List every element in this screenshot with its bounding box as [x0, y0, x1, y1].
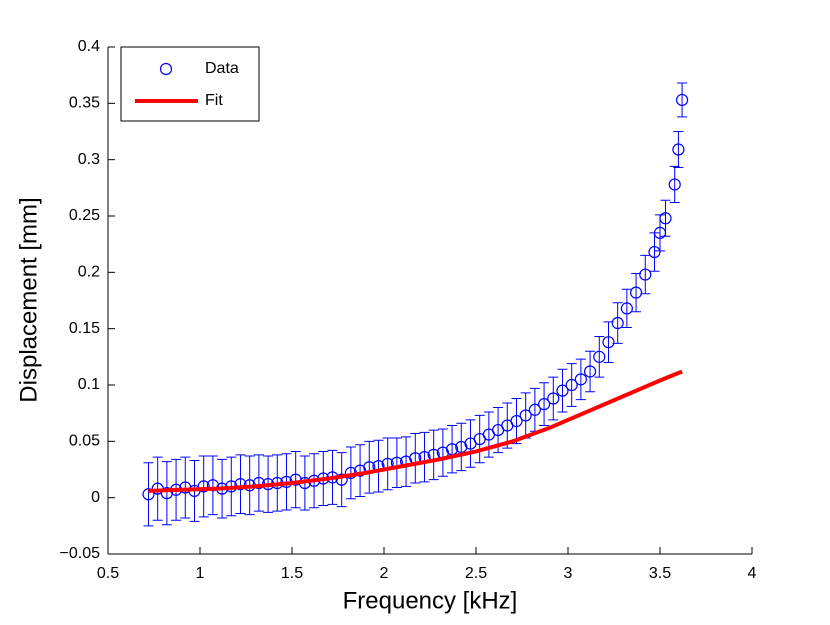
y-tick-label: 0: [91, 489, 100, 506]
error-bar: [621, 288, 632, 329]
y-tick-label: 0.3: [78, 151, 100, 168]
y-tick-label: 0.2: [78, 264, 100, 281]
data-point: [620, 302, 633, 315]
error-bar: [585, 350, 596, 393]
data-point: [556, 384, 569, 397]
error-bar: [673, 131, 684, 169]
error-bar: [437, 428, 448, 477]
data-point: [668, 178, 681, 191]
y-tick-label: 0.1: [78, 376, 100, 393]
legend-marker: [159, 62, 173, 76]
data-point: [519, 409, 532, 422]
error-bar: [235, 454, 246, 514]
error-bar: [660, 199, 671, 237]
data-point: [252, 476, 265, 490]
error-bar: [364, 440, 375, 494]
data-point: [565, 378, 578, 392]
x-tick-label: 1: [196, 565, 205, 582]
x-tick-label: 2.5: [465, 565, 487, 582]
x-tick-label: 1.5: [281, 565, 303, 582]
error-bar: [529, 387, 540, 432]
error-bar: [198, 455, 209, 518]
data-point: [648, 245, 661, 259]
error-bar: [373, 439, 384, 493]
error-bar: [207, 455, 218, 516]
data-point: [611, 316, 624, 330]
x-tick-label: 2: [380, 565, 389, 582]
data-point: [639, 268, 652, 281]
error-bar: [520, 392, 531, 439]
data-point: [574, 373, 587, 386]
error-bar: [539, 382, 550, 427]
error-bar: [410, 432, 421, 484]
x-axis-label: Frequency [kHz]: [343, 587, 518, 614]
data-point: [197, 480, 210, 493]
legend-label: Fit: [205, 92, 223, 109]
error-bar: [345, 446, 356, 500]
error-bar: [502, 402, 513, 449]
legend-label: Data: [205, 60, 239, 77]
error-bar: [655, 214, 665, 252]
error-bar: [612, 302, 623, 344]
error-bar: [382, 437, 393, 491]
data-point: [510, 414, 523, 428]
error-bar: [669, 165, 680, 203]
data-point: [583, 365, 597, 378]
error-bar: [677, 82, 688, 118]
error-bar: [143, 462, 154, 527]
data-point: [537, 398, 551, 411]
error-bar: [336, 452, 347, 508]
data-point: [142, 488, 155, 501]
error-bar: [631, 272, 642, 313]
error-bar: [557, 368, 568, 413]
legend-box: [120, 46, 260, 122]
error-bar: [290, 450, 301, 509]
x-tick-label: 3: [564, 565, 573, 582]
error-bar: [465, 419, 476, 468]
data-point: [528, 403, 541, 416]
x-tick-label: 3.5: [649, 565, 671, 582]
error-bar: [161, 461, 172, 526]
error-bar: [474, 414, 485, 464]
error-bar: [355, 444, 366, 498]
error-bar: [253, 454, 264, 512]
error-bar: [511, 398, 522, 445]
data-point: [335, 473, 348, 486]
error-bar: [447, 425, 458, 474]
y-tick-label: 0.4: [78, 38, 100, 55]
y-axis-label: Displacement [mm]: [15, 197, 42, 402]
error-bar: [401, 436, 412, 487]
error-bar: [428, 429, 439, 481]
data-point: [593, 350, 606, 363]
error-bar: [566, 363, 577, 407]
x-tick-label: 0.5: [97, 565, 119, 582]
error-bar: [640, 254, 651, 295]
y-tick-label: 0.35: [69, 95, 100, 112]
y-tick-label: −0.05: [60, 545, 101, 562]
fit-line: [148, 369, 683, 493]
error-bar: [180, 456, 191, 519]
error-bar: [419, 431, 430, 483]
x-tick-label: 4: [748, 565, 757, 582]
data-point: [672, 143, 685, 156]
error-bar: [391, 437, 402, 489]
error-bar: [548, 376, 559, 421]
data-point: [234, 478, 247, 491]
y-tick-label: 0.25: [69, 207, 100, 224]
error-bar: [456, 422, 467, 472]
error-bar: [594, 336, 605, 378]
error-bar: [575, 358, 586, 401]
y-tick-label: 0.15: [69, 320, 100, 337]
y-tick-label: 0.05: [69, 433, 100, 450]
data-point: [629, 286, 643, 299]
data-point: [675, 93, 689, 107]
data-point: [547, 392, 560, 405]
data-point: [659, 212, 672, 225]
data-point: [602, 336, 615, 349]
